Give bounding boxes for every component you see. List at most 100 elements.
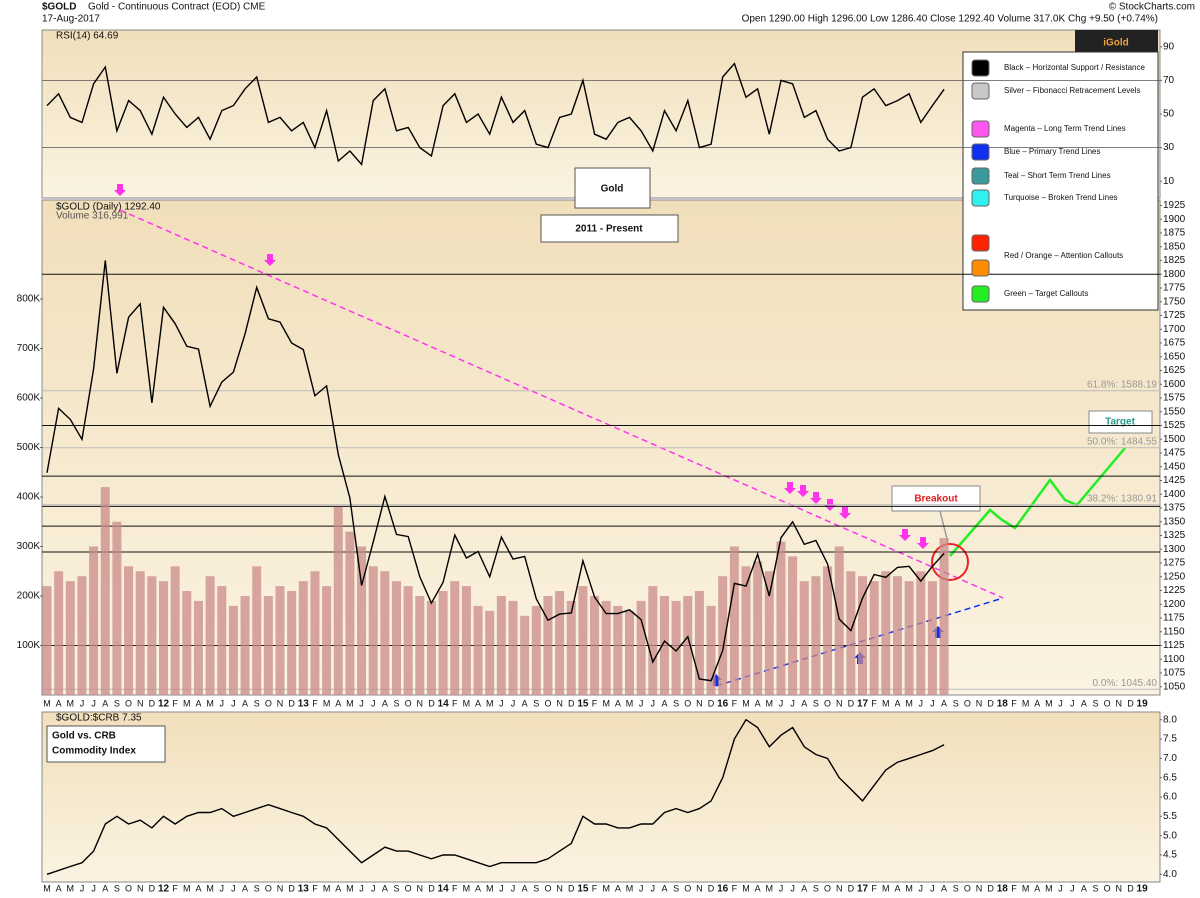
x-tick-label: S	[393, 883, 399, 893]
logo-box	[1075, 30, 1158, 54]
y-tick-label: 1750	[1163, 296, 1186, 307]
volume-bar	[939, 538, 949, 695]
volume-bar	[764, 571, 774, 695]
y-tick-label: 1125	[1163, 640, 1185, 651]
volume-bar	[741, 566, 751, 695]
x-tick-label: 12	[158, 699, 170, 710]
key-label: Teal – Short Term Trend Lines	[1004, 171, 1111, 180]
x-tick-label: D	[987, 698, 994, 708]
x-tick-label: J	[91, 883, 96, 893]
x-tick-label: M	[905, 698, 913, 708]
volume-bar	[275, 586, 285, 695]
x-tick-label: F	[592, 883, 598, 893]
x-tick-label: M	[67, 698, 75, 708]
volume-bar	[531, 605, 541, 695]
volume-bar	[147, 576, 157, 695]
x-tick-label: N	[417, 698, 424, 708]
volume-bar	[182, 591, 192, 695]
volume-bar	[566, 600, 576, 695]
callout-arrow	[784, 482, 796, 494]
volume-bar	[159, 581, 168, 695]
volume-bar	[799, 581, 809, 695]
y-tick-label: 50	[1163, 109, 1175, 120]
volume-bar	[392, 581, 401, 695]
x-tick-label: N	[976, 698, 983, 708]
y-tick-label: 1200	[1163, 599, 1186, 610]
x-tick-label: 15	[577, 699, 589, 710]
volume-bar	[287, 591, 297, 695]
y-tick-label: 1050	[1163, 681, 1186, 692]
x-tick-label: O	[684, 698, 691, 708]
x-tick-label: D	[149, 698, 156, 708]
note-box	[46, 725, 166, 763]
volume-bar	[403, 586, 413, 695]
x-tick-label: M	[602, 698, 610, 708]
y-tick-label: 1650	[1163, 351, 1186, 362]
volume-bar	[869, 581, 879, 695]
x-tick-label: J	[371, 698, 376, 708]
volume-tick-label: 500K	[17, 442, 41, 453]
x-tick-label: S	[533, 698, 539, 708]
x-tick-label: M	[766, 698, 774, 708]
period: 2011 - Present	[575, 224, 643, 235]
data-line	[46, 260, 945, 682]
x-tick-label: J	[919, 698, 924, 708]
y-tick-label: 5.5	[1163, 811, 1177, 822]
logo: iGold	[1103, 38, 1129, 49]
x-tick-label: A	[475, 698, 481, 708]
x-tick-label: M	[183, 698, 191, 708]
y-tick-label: 1375	[1163, 503, 1186, 514]
y-tick-label: 8.0	[1163, 714, 1177, 725]
volume-title: Volume 316,991	[56, 211, 129, 222]
x-tick-label: S	[114, 698, 120, 708]
x-tick-label: J	[790, 698, 795, 708]
x-tick-label: A	[894, 883, 900, 893]
x-tick-label: M	[183, 883, 191, 893]
data-line	[46, 62, 945, 166]
x-tick-label: 19	[1137, 699, 1149, 710]
x-tick-label: S	[813, 883, 819, 893]
x-tick-label: S	[114, 883, 120, 893]
x-tick-label: A	[522, 883, 528, 893]
note-line: Commodity Index	[52, 746, 136, 757]
x-tick-label: M	[626, 883, 634, 893]
y-tick-label: 1250	[1163, 571, 1186, 582]
y-tick-label: 6.5	[1163, 772, 1177, 783]
volume-bar	[648, 586, 658, 695]
volume-bar	[613, 605, 623, 695]
y-tick-label: 1625	[1163, 365, 1186, 376]
x-tick-label: 17	[857, 884, 869, 895]
fib-label: 50.0%: 1484.55	[1087, 436, 1157, 447]
x-tick-label: A	[801, 698, 807, 708]
volume-bar	[322, 586, 332, 695]
x-tick-label: S	[393, 698, 399, 708]
y-tick-label: 1325	[1163, 530, 1186, 541]
key-swatch	[971, 189, 990, 207]
x-tick-label: M	[1045, 883, 1053, 893]
volume-bar	[671, 600, 681, 695]
x-tick-label: M	[1045, 698, 1053, 708]
volume-bar	[450, 581, 460, 695]
y-tick-label: 4.5	[1163, 850, 1177, 861]
x-tick-label: M	[602, 883, 610, 893]
quote: Open 1290.00 High 1296.00 Low 1286.40 Cl…	[742, 14, 1158, 25]
chart-name: Gold	[601, 184, 624, 195]
source: © StockCharts.com	[1109, 2, 1195, 13]
y-tick-label: 1100	[1163, 654, 1185, 665]
volume-bar	[310, 571, 320, 695]
y-tick-label: 7.5	[1163, 734, 1177, 745]
x-tick-label: D	[149, 883, 156, 893]
volume-bar	[380, 571, 390, 695]
volume-bar	[892, 576, 902, 695]
volume-bar	[543, 596, 553, 695]
x-tick-label: J	[790, 883, 795, 893]
x-tick-label: O	[405, 883, 412, 893]
x-tick-label: O	[265, 698, 272, 708]
key-label: Magenta – Long Term Trend Lines	[1004, 124, 1126, 133]
volume-tick-label: 100K	[17, 640, 41, 651]
x-tick-label: M	[1022, 883, 1030, 893]
x-tick-label: 13	[298, 699, 310, 710]
y-tick-label: 1150	[1163, 626, 1185, 637]
x-tick-label: M	[463, 883, 471, 893]
